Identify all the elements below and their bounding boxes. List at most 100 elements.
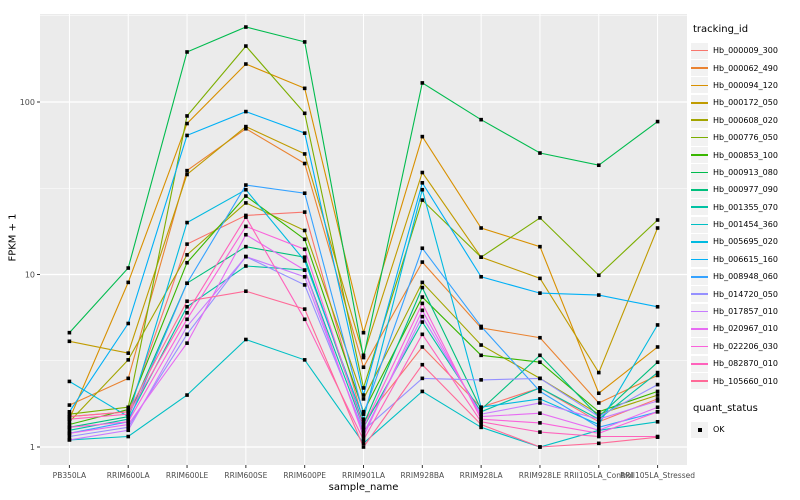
data-point	[126, 422, 131, 427]
data-point	[185, 324, 189, 329]
legend-line-swatch	[691, 49, 708, 52]
legend-key-icon	[691, 373, 708, 390]
data-point	[302, 317, 307, 322]
data-point	[596, 434, 601, 439]
legend-entry: Hb_008948_060	[691, 268, 799, 285]
data-point	[538, 291, 542, 295]
data-point	[420, 301, 425, 306]
data-point	[538, 421, 542, 425]
x-tick-label: RRIM600PE	[283, 471, 326, 480]
data-point	[655, 323, 660, 327]
data-point	[126, 425, 131, 430]
data-point	[596, 431, 601, 436]
data-point	[538, 411, 542, 416]
data-point	[67, 414, 72, 419]
legend-line-swatch	[691, 258, 708, 261]
data-point	[655, 435, 660, 439]
legend-line-swatch	[691, 345, 708, 348]
data-point	[244, 194, 248, 198]
data-point	[479, 378, 483, 382]
data-point	[244, 289, 248, 294]
data-point	[244, 187, 248, 192]
data-point	[361, 409, 366, 414]
data-point	[185, 133, 189, 138]
data-point	[244, 337, 248, 342]
data-point	[538, 376, 542, 381]
data-point	[126, 407, 131, 412]
legend-key-icon	[691, 164, 708, 181]
x-tick-label: RRIM928LE	[519, 471, 562, 480]
data-point	[302, 274, 307, 279]
legend-key-icon	[691, 42, 708, 59]
legend-entry-label: Hb_000977_090	[713, 185, 778, 195]
data-point	[302, 161, 307, 166]
data-point	[361, 445, 366, 449]
legend-key-icon	[691, 268, 708, 285]
data-point	[479, 405, 483, 410]
legend-entry-label: Hb_017857_010	[713, 307, 778, 317]
data-point	[185, 393, 189, 397]
legend-line-swatch	[691, 119, 708, 122]
data-point	[479, 422, 483, 427]
data-point	[596, 419, 601, 424]
legend-key-icon	[691, 320, 708, 337]
data-point	[67, 425, 72, 430]
legend: tracking_id Hb_000009_300 Hb_000062_490 Hb…	[691, 24, 799, 438]
data-point	[302, 40, 307, 44]
legend-entry: Hb_000009_300	[691, 42, 799, 59]
data-point	[538, 397, 542, 401]
legend-line-swatch	[691, 206, 708, 208]
x-tick-label: RRIM928LA	[460, 471, 504, 480]
data-point	[420, 314, 425, 319]
legend-entry-label: Hb_000608_020	[713, 115, 778, 125]
data-point	[185, 310, 189, 315]
data-point	[479, 353, 483, 358]
data-point	[244, 124, 248, 129]
legend-entry: Hb_000094_120	[691, 77, 799, 94]
data-point	[420, 260, 425, 264]
legend-entry: Hb_005695_020	[691, 233, 799, 250]
data-point	[420, 376, 425, 381]
legend-entry: Hb_006615_160	[691, 251, 799, 268]
legend-line-swatch	[691, 67, 708, 69]
data-point	[244, 264, 248, 268]
data-point	[302, 259, 307, 263]
data-point	[420, 332, 425, 337]
legend-key-icon	[691, 251, 708, 268]
data-point	[361, 397, 366, 401]
data-point	[361, 330, 366, 335]
y-axis-title: FPKM + 1	[7, 213, 19, 262]
legend-line-swatch	[691, 380, 708, 382]
legend-entry: Hb_000853_100	[691, 146, 799, 164]
data-point	[67, 412, 72, 416]
data-point	[655, 360, 660, 365]
data-point	[67, 428, 72, 433]
x-tick-label: RRIM600SE	[224, 471, 267, 480]
data-point	[302, 255, 307, 259]
data-point	[302, 307, 307, 311]
data-point	[479, 407, 483, 412]
data-point	[479, 425, 483, 430]
data-point	[655, 226, 660, 230]
x-axis-title: sample_name	[328, 482, 399, 493]
legend-line-swatch	[691, 310, 708, 313]
quant-status-label: OK	[713, 425, 725, 434]
data-point	[538, 216, 542, 220]
data-point	[302, 131, 307, 135]
legend-line-swatch	[691, 293, 708, 295]
data-point	[185, 332, 189, 337]
data-point	[185, 341, 189, 345]
legend-entry-label: Hb_000853_100	[713, 150, 778, 160]
data-point	[185, 172, 189, 177]
quant-status-key-icon	[691, 421, 708, 438]
legend-entry-label: Hb_000776_050	[713, 133, 778, 143]
data-point	[67, 409, 72, 414]
data-point	[361, 365, 366, 370]
data-point	[596, 401, 601, 405]
data-point	[655, 405, 660, 410]
legend-key-icon	[691, 233, 708, 250]
data-point	[126, 428, 131, 433]
legend-key-icon	[691, 216, 708, 233]
legend-entry-label: Hb_008948_060	[713, 272, 778, 282]
data-point	[655, 419, 660, 424]
